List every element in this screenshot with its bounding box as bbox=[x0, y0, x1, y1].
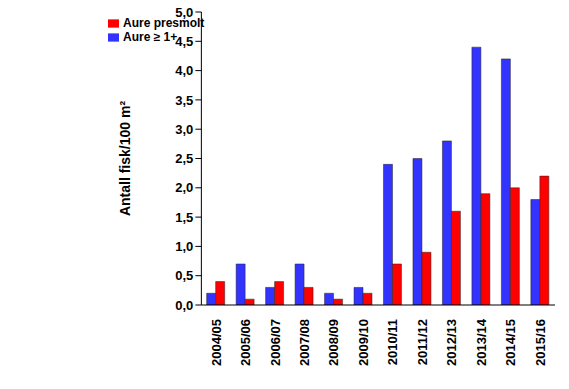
svg-text:0,0: 0,0 bbox=[175, 298, 193, 313]
svg-text:2011/12: 2011/12 bbox=[415, 319, 430, 365]
svg-text:2008/09: 2008/09 bbox=[326, 319, 341, 366]
svg-text:2013/14: 2013/14 bbox=[474, 318, 489, 366]
svg-text:2015/16: 2015/16 bbox=[533, 319, 548, 366]
svg-text:2004/05: 2004/05 bbox=[209, 319, 224, 366]
svg-text:2014/15: 2014/15 bbox=[503, 319, 518, 366]
svg-text:4,5: 4,5 bbox=[175, 34, 193, 49]
html-text:Aure presmolt: Aure presmolt bbox=[123, 16, 205, 30]
svg-text:4,0: 4,0 bbox=[175, 63, 193, 78]
svg-text:1,0: 1,0 bbox=[175, 239, 193, 254]
svg-text:2007/08: 2007/08 bbox=[297, 319, 312, 366]
svg-text:Antall fisk/100 m²: Antall fisk/100 m² bbox=[117, 101, 133, 216]
svg-text:2005/06: 2005/06 bbox=[238, 319, 253, 366]
svg-text:1,5: 1,5 bbox=[175, 210, 193, 225]
svg-text:2,0: 2,0 bbox=[175, 180, 193, 195]
svg-text:2006/07: 2006/07 bbox=[268, 319, 283, 366]
html-text:Aure ≥ 1+: Aure ≥ 1+ bbox=[123, 30, 178, 44]
svg-text:0,5: 0,5 bbox=[175, 268, 193, 283]
svg-text:2012/13: 2012/13 bbox=[444, 319, 459, 366]
svg-text:3,5: 3,5 bbox=[175, 93, 193, 108]
svg-text:5,0: 5,0 bbox=[175, 5, 193, 20]
svg-text:2,5: 2,5 bbox=[175, 151, 193, 166]
svg-text:2009/10: 2009/10 bbox=[356, 319, 371, 366]
svg-text:2010/11: 2010/11 bbox=[385, 319, 400, 365]
svg-text:3,0: 3,0 bbox=[175, 122, 193, 137]
